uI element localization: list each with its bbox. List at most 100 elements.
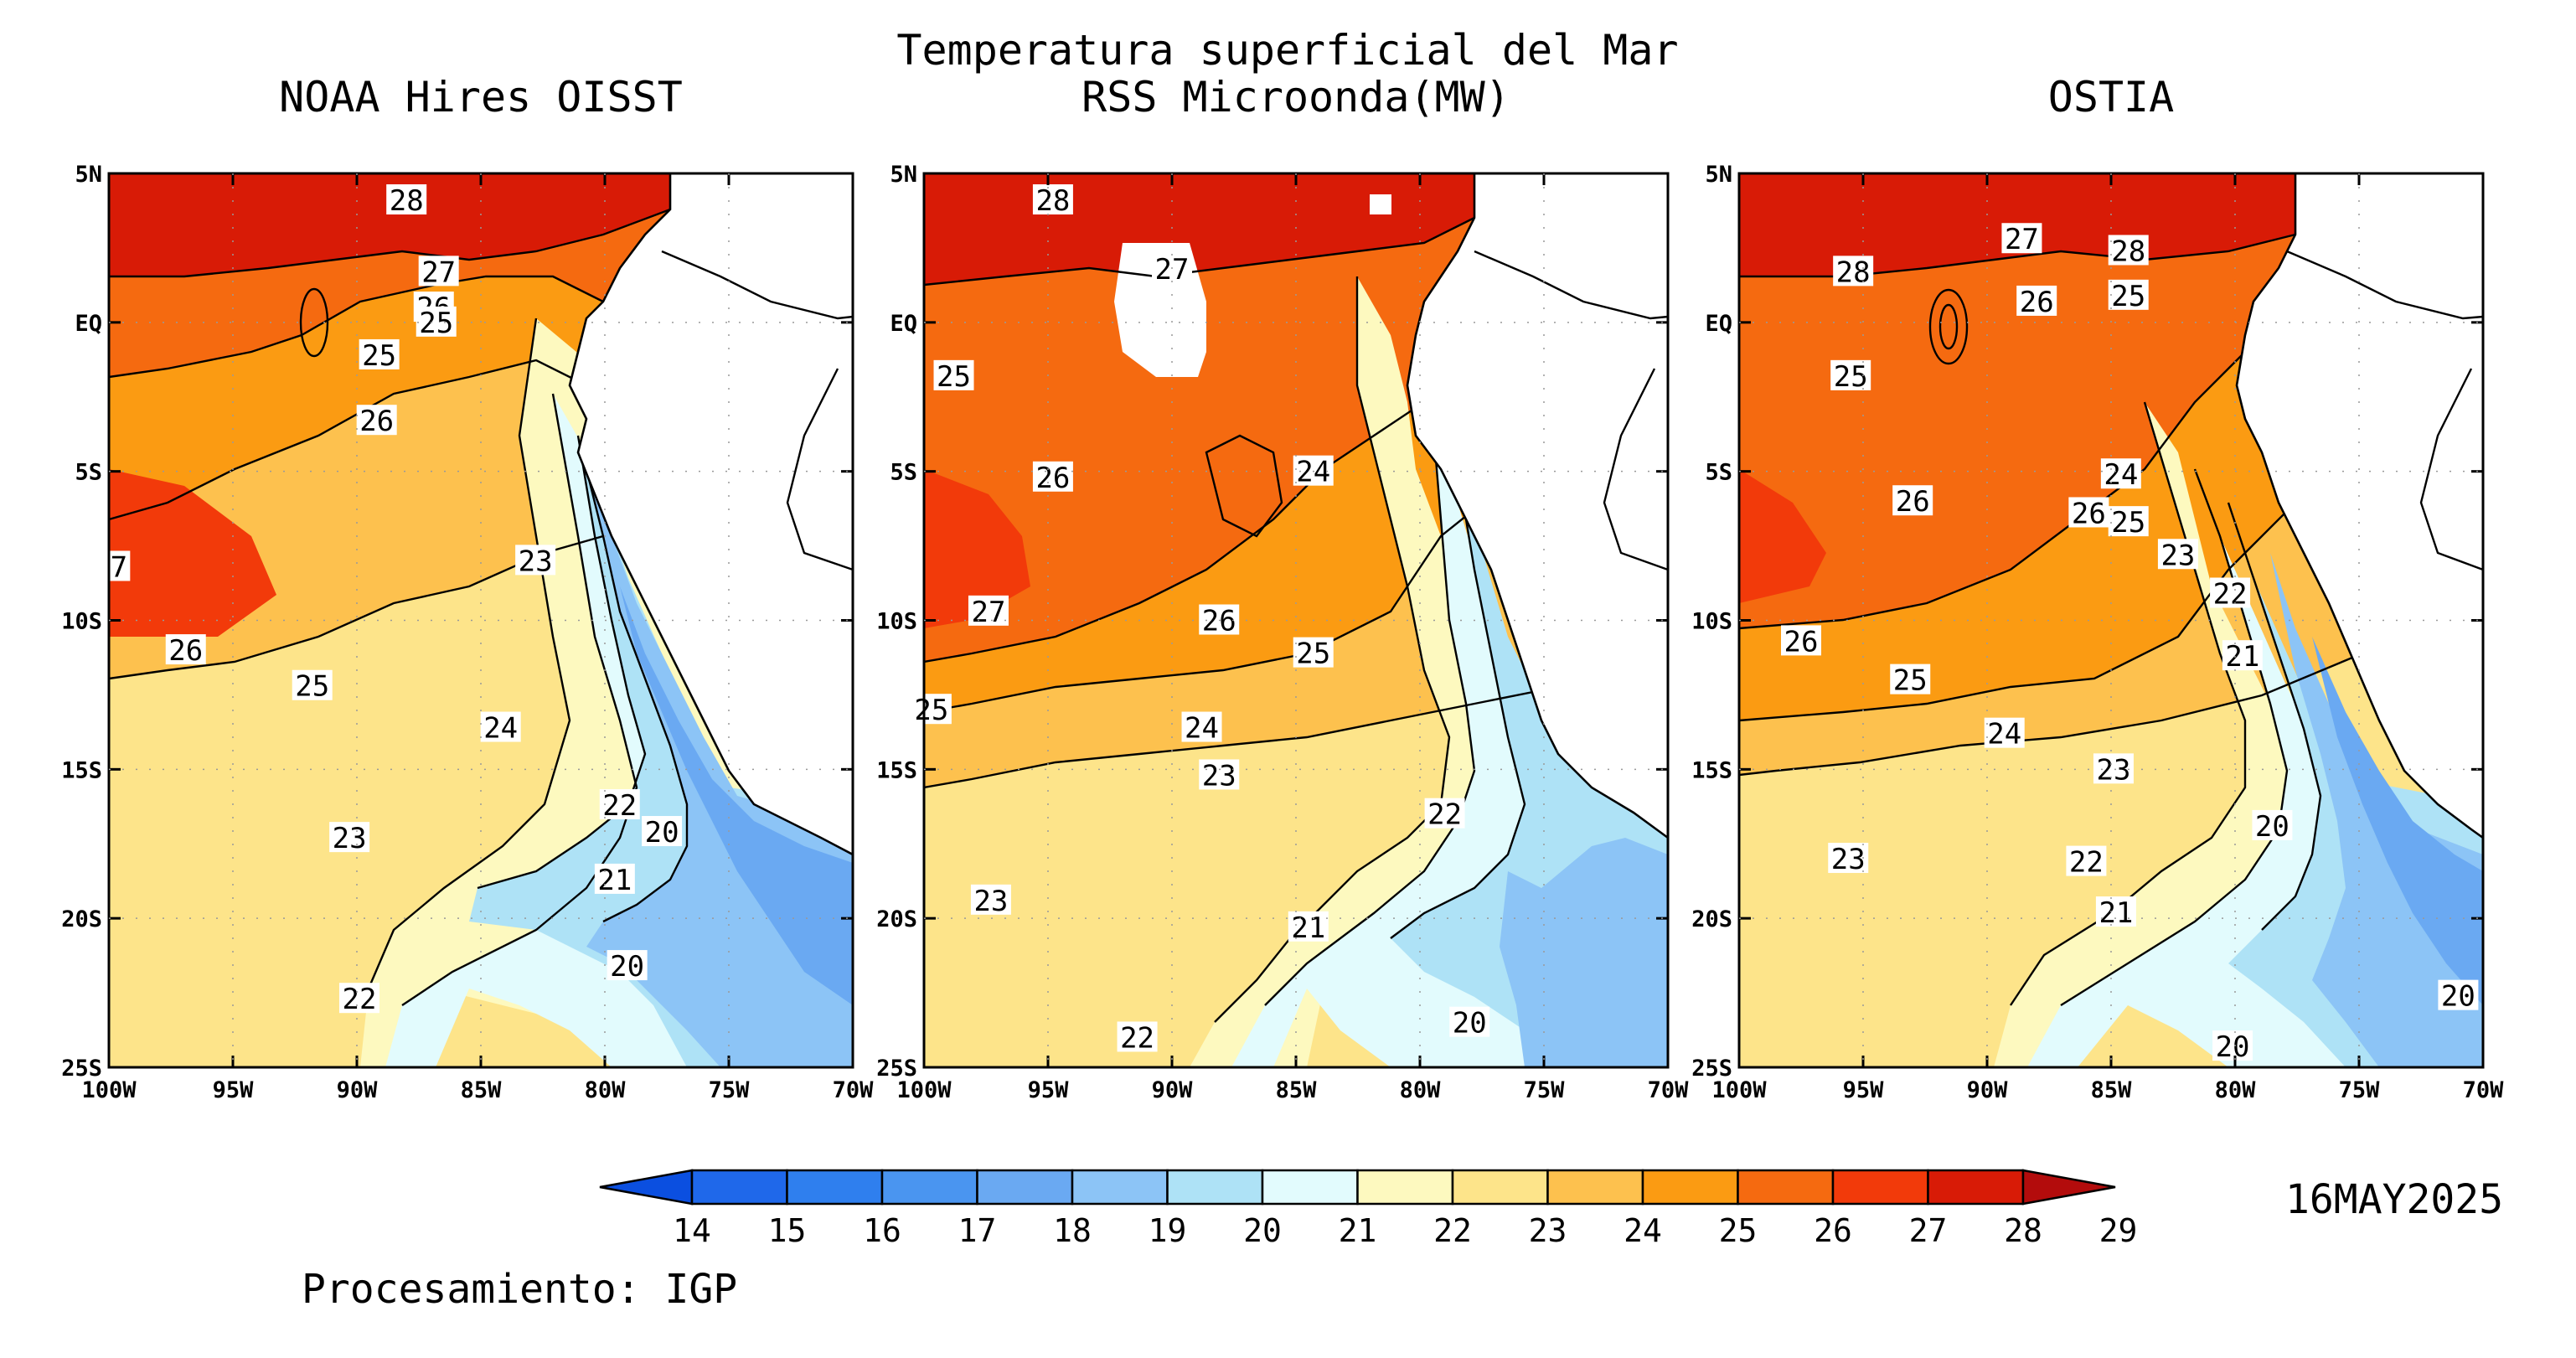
x-tick-label: 100W — [896, 1077, 952, 1103]
contour-label-bg — [594, 863, 635, 894]
date-label: 16MAY2025 — [2285, 1176, 2503, 1223]
colorbar-swatch — [690, 1169, 788, 1206]
colorbar-swatch — [1261, 1169, 1359, 1206]
colorbar-label: 19 — [1149, 1212, 1187, 1249]
colorbar-label: 17 — [958, 1212, 997, 1249]
contour-label-bg — [418, 256, 459, 287]
contour-label-bg — [2438, 979, 2479, 1010]
sst-27-patch — [924, 469, 1030, 628]
sst-27-patch — [109, 469, 276, 637]
contour-label-bg — [2108, 506, 2149, 537]
contour-label-bg — [1288, 911, 1329, 942]
contour-label-bg — [1449, 1006, 1490, 1037]
y-tick-label: 5S — [75, 460, 102, 486]
contour-label: 26 — [359, 405, 394, 438]
sst-20 — [1500, 838, 1668, 1067]
contour-label: 22 — [342, 983, 376, 1016]
x-tick-label: 90W — [1967, 1077, 2009, 1103]
colorbar-label: 23 — [1529, 1212, 1567, 1249]
border-noaa-2 — [786, 368, 854, 571]
sst-19 — [620, 586, 853, 1005]
y-tick-label: 20S — [61, 906, 102, 932]
coastline-ostia — [2235, 172, 2485, 840]
contour-label: 28 — [2111, 235, 2145, 268]
contour-label: 22 — [602, 789, 637, 823]
y-tick-label: 20S — [876, 906, 917, 932]
contour-label: 21 — [2225, 640, 2259, 674]
colorbar-label: 24 — [1624, 1212, 1662, 1249]
x-tick-label: 90W — [1152, 1077, 1194, 1103]
contour-labels-noaa: 282726252526723262524232220212022 — [107, 184, 683, 1016]
contour-label: 22 — [2213, 577, 2248, 611]
y-tick-label: 20S — [1691, 906, 1732, 932]
y-tick-label: EQ — [1705, 311, 1732, 337]
colorbar-arrow-low — [599, 1169, 694, 1206]
contour-label: 20 — [2441, 980, 2475, 1014]
contour-label: 20 — [610, 950, 644, 984]
contour-label-bg — [338, 983, 379, 1014]
contour-label: 23 — [1202, 759, 1236, 793]
contour-label: 21 — [597, 864, 632, 897]
x-tick-label: 70W — [2463, 1077, 2505, 1103]
contour-label-bg — [1032, 461, 1073, 492]
contour-label: 21 — [1291, 911, 1325, 945]
sst-27-patch — [1739, 469, 1826, 603]
contour-label-bg — [2108, 235, 2149, 266]
contour-label-bg — [515, 545, 556, 576]
contour-label-bg — [1199, 604, 1240, 635]
border-ostia-2 — [2419, 368, 2484, 571]
border-rss-1 — [1474, 250, 1669, 320]
contour-label-bg — [386, 184, 427, 215]
x-tick-label: 85W — [461, 1077, 503, 1103]
contour-label: 23 — [1831, 843, 1866, 876]
border-ostia-1 — [2286, 250, 2484, 320]
contour-label: 20 — [2255, 810, 2289, 844]
colorbar-swatch — [880, 1169, 978, 1206]
y-tick-label: 10S — [61, 609, 102, 635]
y-tick-label: 25S — [876, 1056, 917, 1082]
contour-label: 26 — [1035, 462, 1070, 495]
x-tick-label: 80W — [2215, 1077, 2257, 1103]
y-tick-label: 15S — [1691, 757, 1732, 783]
colorbar-swatch — [1356, 1169, 1454, 1206]
colorbar-swatch — [786, 1169, 884, 1206]
panel-rss: RSS Microonda(MW) — [876, 73, 1689, 1103]
contour-label: 27 — [2005, 223, 2039, 256]
contour-label-bg — [359, 338, 400, 369]
x-tick-label: 70W — [833, 1077, 875, 1103]
x-tick-label: 90W — [337, 1077, 379, 1103]
x-tick-label: 100W — [81, 1077, 137, 1103]
missing-data-rss-small — [1370, 194, 1391, 214]
colorbar-label: 16 — [863, 1212, 901, 1249]
contour-label: 20 — [1453, 1007, 1487, 1040]
contour-label: 25 — [362, 339, 396, 373]
contour-label: 26 — [1784, 625, 1819, 658]
contour-label: 23 — [973, 885, 1008, 918]
contour-label-bg — [1830, 359, 1871, 390]
x-tick-label: 75W — [2339, 1077, 2381, 1103]
contour-label: 24 — [1296, 456, 1330, 489]
contour-label-bg — [1892, 485, 1933, 516]
contour-label-bg — [968, 595, 1009, 626]
contour-label: 23 — [333, 822, 367, 855]
contour-label-bg — [2210, 577, 2251, 608]
y-tick-label: 5N — [75, 162, 102, 188]
contour-label: 25 — [1296, 638, 1330, 671]
contour-label-bg — [1181, 711, 1222, 742]
coastline-rss — [1406, 172, 1670, 840]
contour-label-bg — [1199, 759, 1240, 790]
colorbar-label: 29 — [2099, 1212, 2138, 1249]
figure-title: Temperatura superficial del Mar — [896, 26, 1678, 75]
colorbar-swatch — [1927, 1169, 2025, 1206]
contour-label-bg — [1781, 625, 1821, 656]
y-tick-label: EQ — [75, 311, 102, 337]
contour-label: 24 — [1185, 712, 1219, 746]
contour-label: 22 — [2069, 846, 2104, 880]
contour-label-bg — [1293, 637, 1334, 668]
y-tick-label: EQ — [890, 311, 917, 337]
contour-label: 24 — [483, 712, 518, 746]
contour-label: 25 — [295, 670, 329, 704]
ticks-noaa: 100W 95W 90W 85W 80W 75W 70W 5N EQ 5S 10S 15S 20S 25S — [61, 162, 874, 1103]
contour-label: 22 — [1120, 1021, 1154, 1055]
